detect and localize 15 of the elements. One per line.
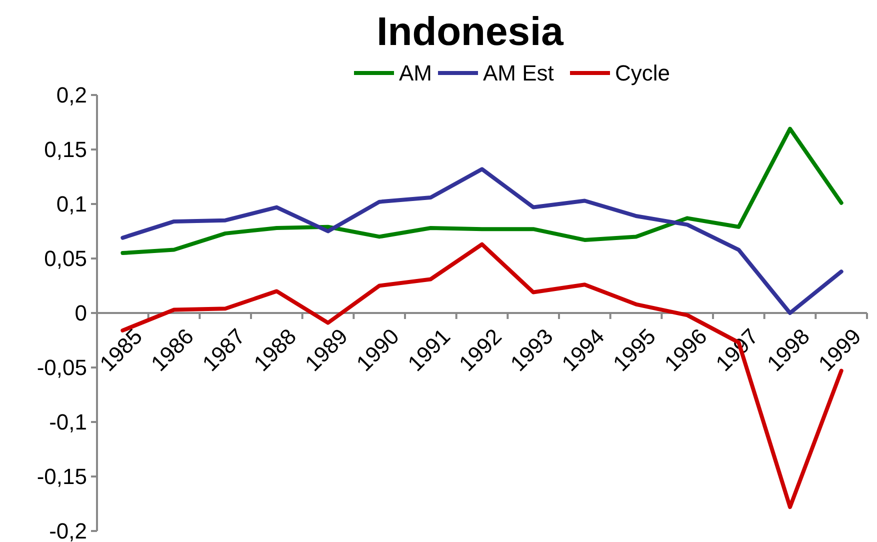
y-tick-label: -0,05 bbox=[36, 355, 87, 380]
y-tick-label: -0,15 bbox=[36, 464, 87, 490]
y-tick-label: -0,1 bbox=[49, 410, 87, 435]
chart-title: Indonesia bbox=[376, 10, 564, 54]
line-series bbox=[120, 167, 844, 315]
line-series bbox=[120, 126, 844, 256]
y-tick-label: -0,2 bbox=[49, 518, 87, 542]
legend-label: Cycle bbox=[615, 60, 670, 86]
y-tick-label: 0 bbox=[74, 300, 87, 326]
y-tick-label: 0,2 bbox=[56, 82, 87, 108]
y-tick-label: 0,15 bbox=[44, 137, 87, 162]
y-tick-label: 0,1 bbox=[56, 192, 87, 217]
y-tick-label: 0,05 bbox=[44, 246, 87, 272]
legend-label: AM Est bbox=[483, 60, 554, 86]
legend-label: AM bbox=[399, 60, 432, 86]
